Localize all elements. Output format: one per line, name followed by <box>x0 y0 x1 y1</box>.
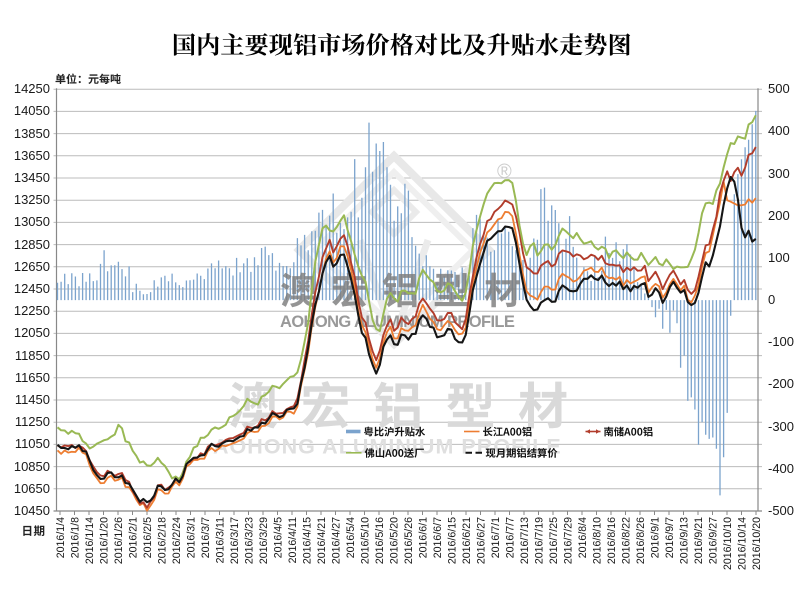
svg-text:12450: 12450 <box>14 281 50 296</box>
svg-text:-300: -300 <box>768 419 794 434</box>
svg-text:2016/1/8: 2016/1/8 <box>70 517 82 558</box>
svg-text:2016/7/1: 2016/7/1 <box>490 517 502 558</box>
svg-text:2016/9/13: 2016/9/13 <box>679 517 691 564</box>
svg-text:2016/10/14: 2016/10/14 <box>737 517 749 570</box>
svg-text:200: 200 <box>768 208 790 223</box>
svg-text:2016/3/23: 2016/3/23 <box>244 517 256 564</box>
svg-text:-500: -500 <box>768 503 794 518</box>
svg-text:300: 300 <box>768 166 790 181</box>
svg-text:2016/1/4: 2016/1/4 <box>55 517 67 558</box>
svg-text:13050: 13050 <box>14 214 50 229</box>
svg-text:12250: 12250 <box>14 303 50 318</box>
svg-text:2016/7/25: 2016/7/25 <box>548 517 560 564</box>
svg-text:2016/7/29: 2016/7/29 <box>563 517 575 564</box>
svg-text:-400: -400 <box>768 461 794 476</box>
svg-text:2016/2/5: 2016/2/5 <box>142 517 154 558</box>
svg-text:2016/8/16: 2016/8/16 <box>606 517 618 564</box>
svg-text:14050: 14050 <box>14 103 50 118</box>
svg-text:-100: -100 <box>768 334 794 349</box>
svg-text:2016/7/13: 2016/7/13 <box>519 517 531 564</box>
svg-text:14250: 14250 <box>14 81 50 96</box>
svg-text:2016/5/4: 2016/5/4 <box>345 517 357 558</box>
svg-text:2016/8/4: 2016/8/4 <box>577 517 589 558</box>
svg-text:100: 100 <box>768 250 790 265</box>
svg-text:2016/9/21: 2016/9/21 <box>693 517 705 564</box>
svg-text:2016/3/7: 2016/3/7 <box>200 517 212 558</box>
svg-text:AOHONG ALUMINIUM PROFILE: AOHONG ALUMINIUM PROFILE <box>280 313 515 331</box>
svg-text:2016/6/21: 2016/6/21 <box>461 517 473 564</box>
svg-text:2016/4/5: 2016/4/5 <box>273 517 285 558</box>
svg-text:2016/8/10: 2016/8/10 <box>592 517 604 564</box>
svg-text:2016/8/22: 2016/8/22 <box>621 517 633 564</box>
svg-text:2016/7/19: 2016/7/19 <box>534 517 546 564</box>
svg-text:2016/3/17: 2016/3/17 <box>229 517 241 564</box>
svg-text:2016/4/15: 2016/4/15 <box>302 517 314 564</box>
svg-text:2016/2/1: 2016/2/1 <box>128 517 140 558</box>
svg-text:®: ® <box>497 161 512 183</box>
svg-text:13250: 13250 <box>14 192 50 207</box>
svg-text:2016/3/1: 2016/3/1 <box>186 517 198 558</box>
svg-text:2016/5/20: 2016/5/20 <box>389 517 401 564</box>
svg-text:2016/10/10: 2016/10/10 <box>722 517 734 570</box>
svg-text:2016/4/27: 2016/4/27 <box>331 517 343 564</box>
svg-text:2016/1/20: 2016/1/20 <box>99 517 111 564</box>
svg-text:2016/9/7: 2016/9/7 <box>664 517 676 558</box>
svg-text:10650: 10650 <box>14 481 50 496</box>
svg-text:2016/8/26: 2016/8/26 <box>635 517 647 564</box>
svg-text:2016/7/7: 2016/7/7 <box>505 517 517 558</box>
svg-text:2016/2/18: 2016/2/18 <box>157 517 169 564</box>
svg-text:-200: -200 <box>768 376 794 391</box>
svg-text:500: 500 <box>768 81 790 96</box>
svg-text:2016/6/7: 2016/6/7 <box>432 517 444 558</box>
svg-text:13450: 13450 <box>14 170 50 185</box>
svg-text:2016/4/11: 2016/4/11 <box>287 517 299 563</box>
svg-text:10450: 10450 <box>14 503 50 518</box>
svg-text:10850: 10850 <box>14 459 50 474</box>
svg-text:12050: 12050 <box>14 325 50 340</box>
svg-text:2016/3/29: 2016/3/29 <box>258 517 270 564</box>
svg-text:2016/6/27: 2016/6/27 <box>476 517 488 564</box>
svg-text:2016/9/27: 2016/9/27 <box>708 517 720 564</box>
svg-text:2016/1/26: 2016/1/26 <box>113 517 125 564</box>
svg-text:12650: 12650 <box>14 259 50 274</box>
svg-text:0: 0 <box>768 292 775 307</box>
svg-text:2016/10/20: 2016/10/20 <box>751 517 763 570</box>
svg-text:2016/5/26: 2016/5/26 <box>403 517 415 564</box>
svg-text:400: 400 <box>768 123 790 138</box>
svg-text:2016/3/11: 2016/3/11 <box>215 517 227 563</box>
svg-text:2016/6/15: 2016/6/15 <box>447 517 459 564</box>
svg-text:11650: 11650 <box>15 370 50 385</box>
svg-text:2016/9/1: 2016/9/1 <box>650 517 662 558</box>
svg-text:2016/4/21: 2016/4/21 <box>316 517 328 564</box>
svg-text:11250: 11250 <box>15 414 50 429</box>
svg-text:2016/6/1: 2016/6/1 <box>418 517 430 558</box>
svg-text:2016/1/14: 2016/1/14 <box>84 517 96 564</box>
svg-text:2016/5/10: 2016/5/10 <box>360 517 372 564</box>
svg-text:13650: 13650 <box>14 148 50 163</box>
svg-text:12850: 12850 <box>14 237 50 252</box>
svg-text:13850: 13850 <box>14 126 50 141</box>
svg-text:2016/2/24: 2016/2/24 <box>171 517 183 564</box>
svg-text:2016/5/16: 2016/5/16 <box>374 517 386 564</box>
svg-text:11850: 11850 <box>15 348 50 363</box>
svg-text:11050: 11050 <box>15 436 50 451</box>
svg-text:11450: 11450 <box>15 392 50 407</box>
